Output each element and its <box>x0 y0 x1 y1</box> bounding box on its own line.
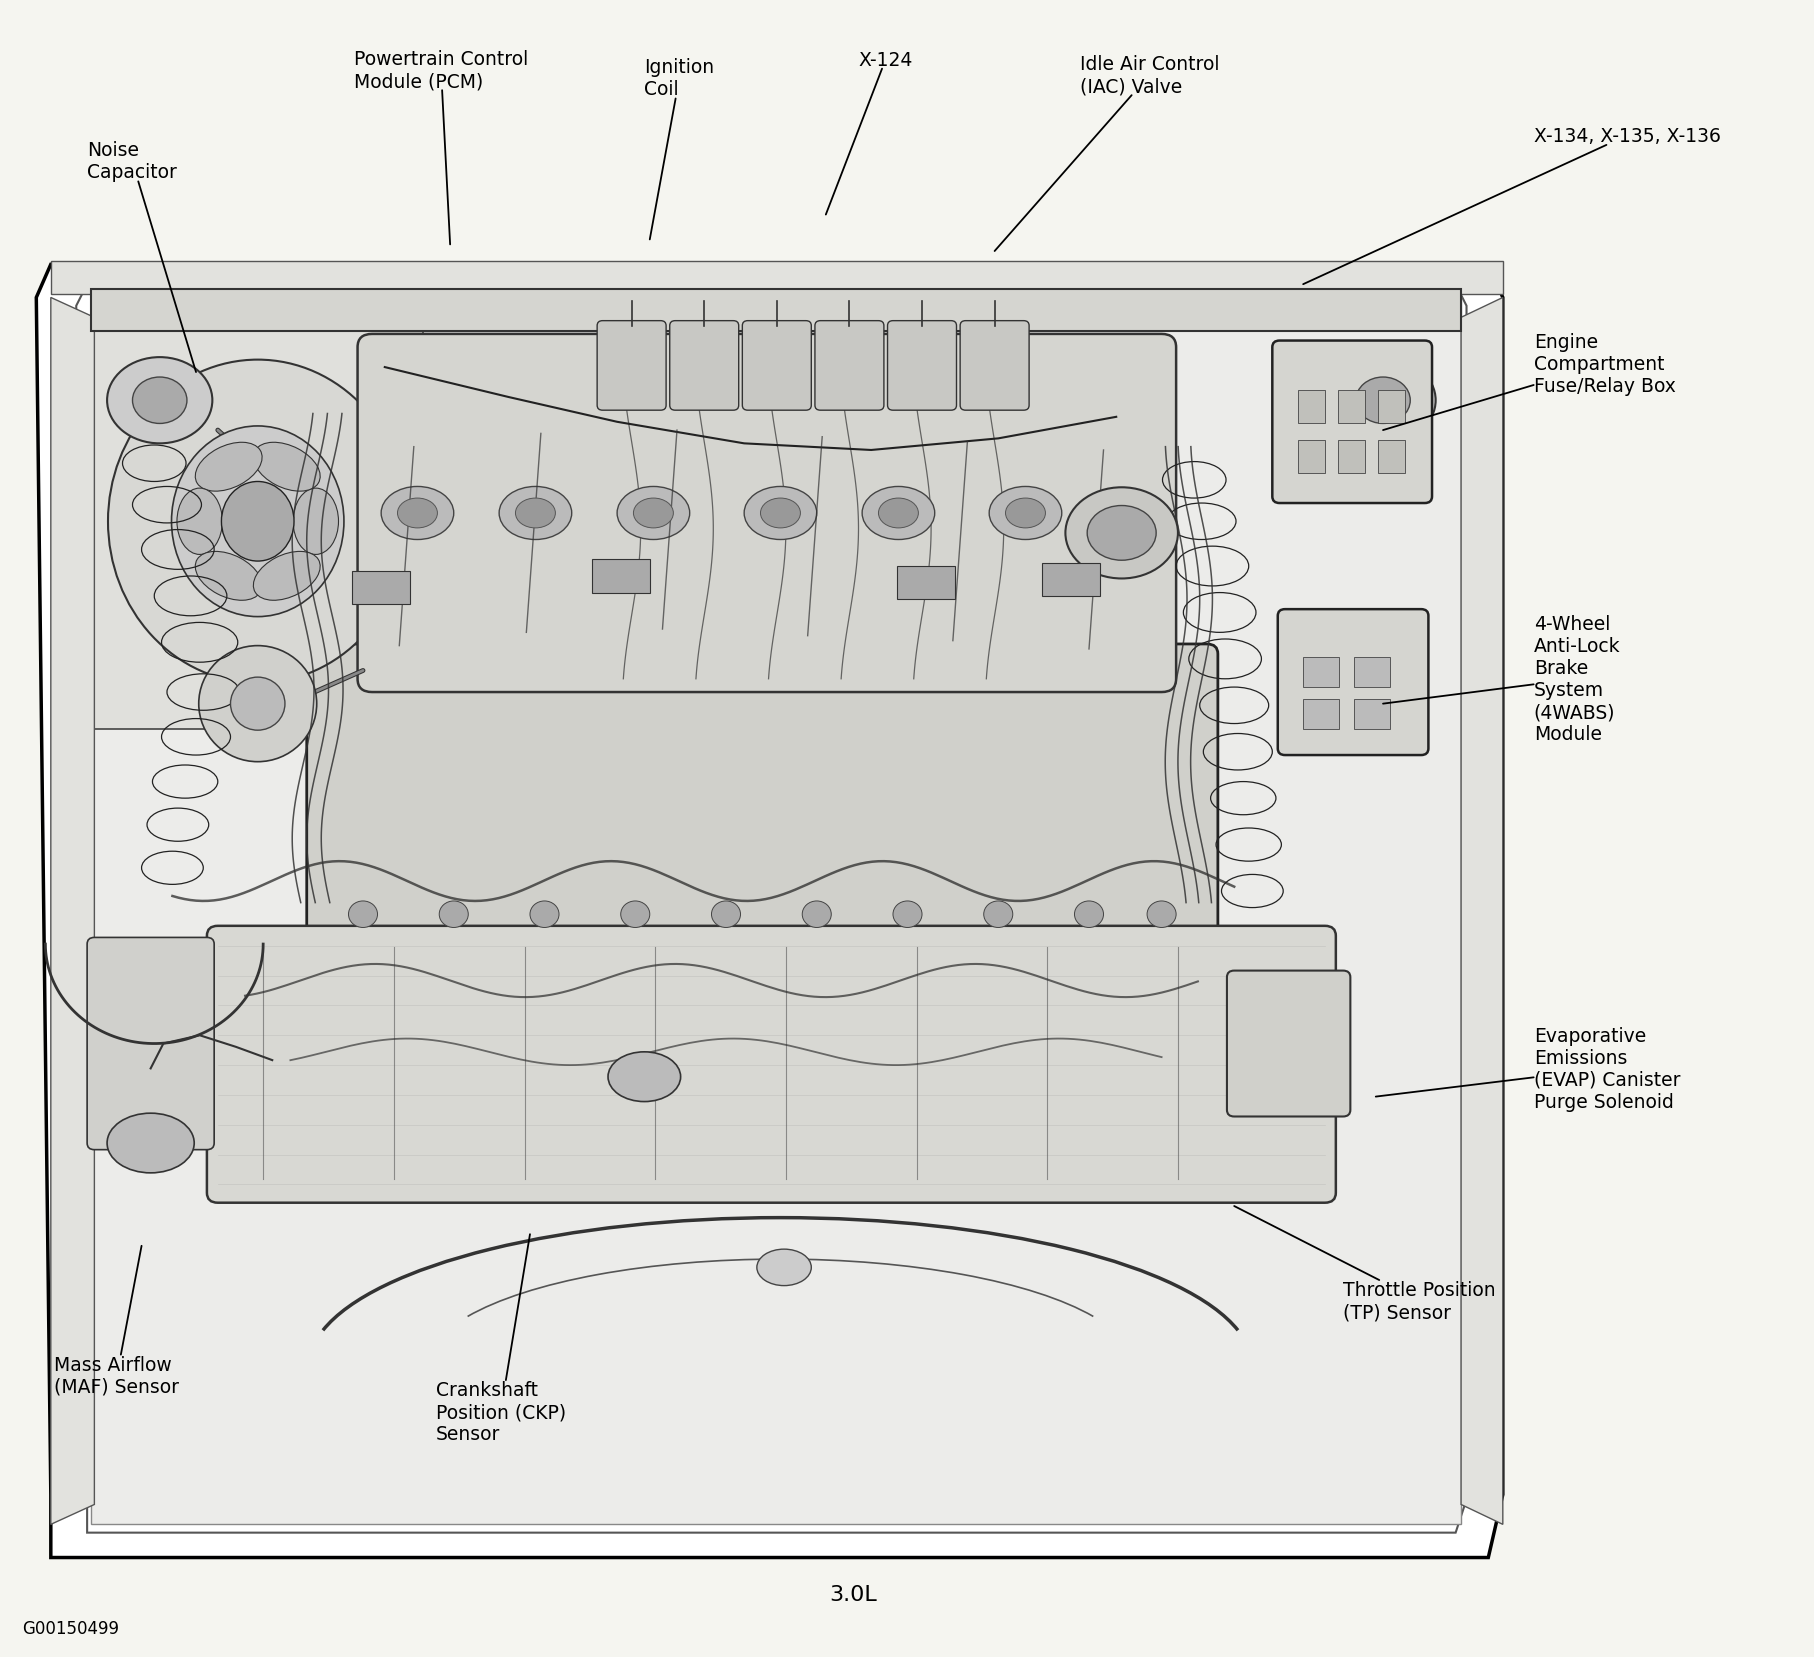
Ellipse shape <box>1330 358 1435 444</box>
FancyBboxPatch shape <box>742 321 811 411</box>
FancyBboxPatch shape <box>207 926 1335 1203</box>
Bar <box>1353 658 1390 688</box>
Circle shape <box>1146 901 1175 928</box>
Bar <box>1302 699 1339 729</box>
Circle shape <box>802 901 831 928</box>
Text: Powertrain Control
Module (PCM): Powertrain Control Module (PCM) <box>354 50 528 245</box>
Bar <box>91 298 1460 1524</box>
FancyBboxPatch shape <box>1272 341 1431 504</box>
Text: Crankshaft
Position (CKP)
Sensor: Crankshaft Position (CKP) Sensor <box>435 1234 566 1443</box>
Bar <box>87 331 423 729</box>
Bar <box>1377 391 1404 424</box>
Circle shape <box>1074 901 1103 928</box>
Ellipse shape <box>756 1249 811 1286</box>
Bar <box>1353 699 1390 729</box>
Bar <box>1377 441 1404 474</box>
Ellipse shape <box>107 360 406 683</box>
FancyBboxPatch shape <box>1277 610 1428 756</box>
FancyBboxPatch shape <box>814 321 883 411</box>
Polygon shape <box>51 298 94 1524</box>
FancyBboxPatch shape <box>357 335 1175 693</box>
Text: X-134, X-135, X-136: X-134, X-135, X-136 <box>1302 128 1720 285</box>
Circle shape <box>348 901 377 928</box>
Circle shape <box>892 901 922 928</box>
Ellipse shape <box>198 646 317 762</box>
Text: X-124: X-124 <box>825 51 912 215</box>
Ellipse shape <box>760 499 800 529</box>
Bar <box>51 262 1502 295</box>
Ellipse shape <box>499 487 571 540</box>
Circle shape <box>620 901 649 928</box>
Ellipse shape <box>989 487 1061 540</box>
Ellipse shape <box>221 482 294 562</box>
Ellipse shape <box>381 487 454 540</box>
Bar <box>1297 441 1324 474</box>
Ellipse shape <box>107 358 212 444</box>
Ellipse shape <box>1065 487 1177 578</box>
Ellipse shape <box>617 487 689 540</box>
Ellipse shape <box>1087 505 1156 560</box>
Ellipse shape <box>397 499 437 529</box>
Circle shape <box>530 901 559 928</box>
Bar <box>1297 391 1324 424</box>
Text: Mass Airflow
(MAF) Sensor: Mass Airflow (MAF) Sensor <box>54 1246 180 1395</box>
FancyBboxPatch shape <box>87 938 214 1150</box>
Ellipse shape <box>196 552 261 601</box>
Bar <box>1041 563 1099 597</box>
Text: Ignition
Coil: Ignition Coil <box>644 58 715 240</box>
Bar <box>352 572 410 605</box>
Bar <box>91 290 1460 331</box>
Ellipse shape <box>254 442 319 492</box>
Ellipse shape <box>862 487 934 540</box>
Text: Throttle Position
(TP) Sensor: Throttle Position (TP) Sensor <box>1234 1206 1495 1321</box>
Bar <box>1337 391 1364 424</box>
Ellipse shape <box>292 489 337 555</box>
Ellipse shape <box>633 499 673 529</box>
Polygon shape <box>36 265 1502 1558</box>
Ellipse shape <box>196 442 261 492</box>
Circle shape <box>983 901 1012 928</box>
Ellipse shape <box>515 499 555 529</box>
Ellipse shape <box>230 678 285 731</box>
Text: Engine
Compartment
Fuse/Relay Box: Engine Compartment Fuse/Relay Box <box>1382 333 1674 431</box>
Ellipse shape <box>744 487 816 540</box>
FancyBboxPatch shape <box>1226 971 1350 1117</box>
Circle shape <box>711 901 740 928</box>
Ellipse shape <box>1005 499 1045 529</box>
Text: Idle Air Control
(IAC) Valve: Idle Air Control (IAC) Valve <box>994 55 1219 252</box>
FancyBboxPatch shape <box>669 321 738 411</box>
FancyBboxPatch shape <box>960 321 1029 411</box>
Text: 3.0L: 3.0L <box>829 1584 876 1604</box>
Bar <box>896 567 954 600</box>
Ellipse shape <box>171 426 343 616</box>
Ellipse shape <box>176 489 221 555</box>
Ellipse shape <box>1355 378 1409 424</box>
FancyBboxPatch shape <box>597 321 666 411</box>
Circle shape <box>439 901 468 928</box>
Text: G00150499: G00150499 <box>22 1619 118 1637</box>
Bar <box>1337 441 1364 474</box>
Bar <box>1302 658 1339 688</box>
Text: Evaporative
Emissions
(EVAP) Canister
Purge Solenoid: Evaporative Emissions (EVAP) Canister Pu… <box>1375 1026 1680 1112</box>
Ellipse shape <box>878 499 918 529</box>
Ellipse shape <box>132 378 187 424</box>
Text: 4-Wheel
Anti-Lock
Brake
System
(4WABS)
Module: 4-Wheel Anti-Lock Brake System (4WABS) M… <box>1382 615 1620 744</box>
Polygon shape <box>1460 298 1502 1524</box>
Ellipse shape <box>107 1114 194 1173</box>
FancyBboxPatch shape <box>307 645 1217 954</box>
FancyBboxPatch shape <box>887 321 956 411</box>
Text: Noise
Capacitor: Noise Capacitor <box>87 141 196 373</box>
Ellipse shape <box>254 552 319 601</box>
Ellipse shape <box>608 1052 680 1102</box>
Bar <box>591 560 649 593</box>
